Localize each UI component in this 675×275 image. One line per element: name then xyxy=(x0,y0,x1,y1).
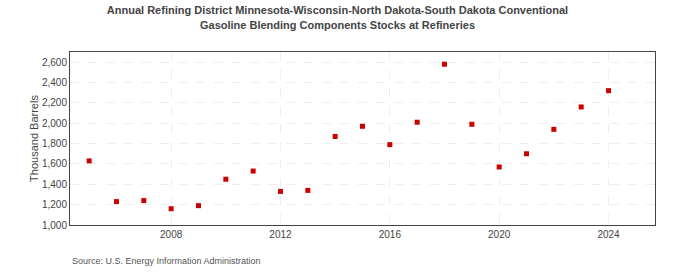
svg-text:1,600: 1,600 xyxy=(42,158,67,169)
svg-text:2,400: 2,400 xyxy=(42,77,67,88)
svg-text:Annual Refining District Minne: Annual Refining District Minnesota-Wisco… xyxy=(107,4,568,30)
svg-text:2024: 2024 xyxy=(597,229,620,240)
svg-text:1,000: 1,000 xyxy=(42,220,67,231)
svg-text:2,600: 2,600 xyxy=(42,57,67,68)
svg-text:Thousand Barrels: Thousand Barrels xyxy=(28,95,40,182)
svg-text:2,200: 2,200 xyxy=(42,97,67,108)
svg-text:Source: U.S. Energy Informatio: Source: U.S. Energy Information Administ… xyxy=(72,256,261,266)
svg-text:2,000: 2,000 xyxy=(42,118,67,129)
svg-text:2012: 2012 xyxy=(269,229,292,240)
svg-text:2008: 2008 xyxy=(160,229,183,240)
svg-text:1,200: 1,200 xyxy=(42,199,67,210)
svg-text:2016: 2016 xyxy=(379,229,402,240)
svg-text:2020: 2020 xyxy=(488,229,511,240)
svg-text:1,400: 1,400 xyxy=(42,179,67,190)
svg-text:1,800: 1,800 xyxy=(42,138,67,149)
